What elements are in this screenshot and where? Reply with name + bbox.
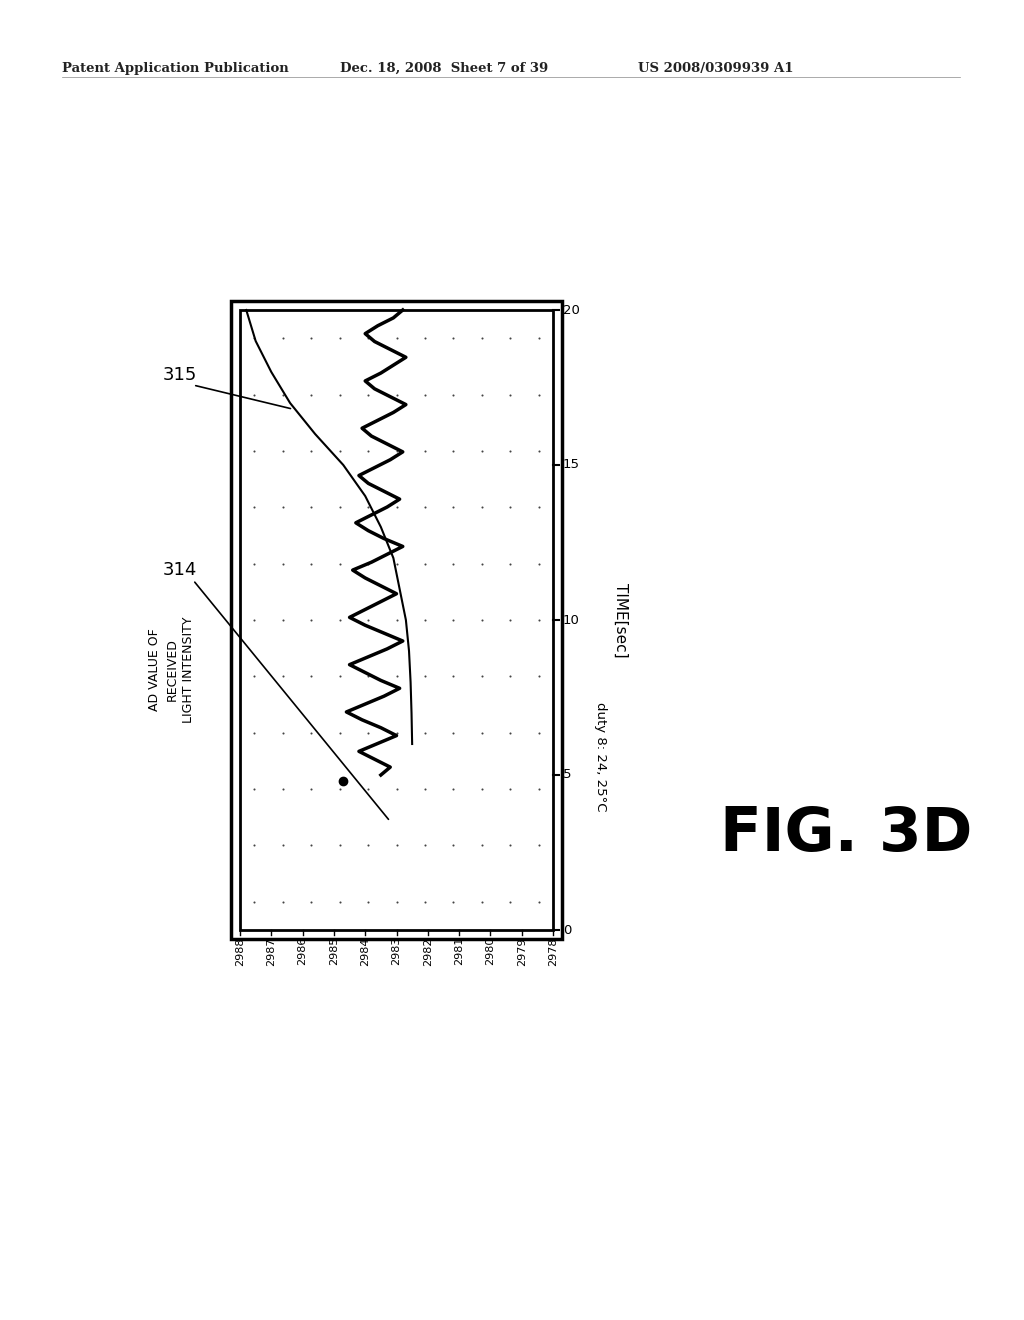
Text: Dec. 18, 2008  Sheet 7 of 39: Dec. 18, 2008 Sheet 7 of 39 — [340, 62, 548, 75]
Text: AD VALUE OF
RECEIVED
LIGHT INTENSITY: AD VALUE OF RECEIVED LIGHT INTENSITY — [148, 616, 196, 723]
Text: 2986: 2986 — [298, 937, 307, 965]
Text: 2983: 2983 — [391, 937, 401, 965]
Text: Patent Application Publication: Patent Application Publication — [62, 62, 289, 75]
Text: 15: 15 — [563, 458, 580, 471]
Text: 20: 20 — [563, 304, 580, 317]
Text: FIG. 3D: FIG. 3D — [720, 805, 973, 865]
Text: US 2008/0309939 A1: US 2008/0309939 A1 — [638, 62, 794, 75]
Text: 2981: 2981 — [454, 937, 464, 965]
Text: 2988: 2988 — [234, 937, 245, 965]
Bar — [240, 310, 553, 931]
Bar — [231, 301, 562, 939]
Text: 2979: 2979 — [517, 937, 526, 965]
Text: 2985: 2985 — [329, 937, 339, 965]
Text: 315: 315 — [163, 366, 198, 384]
Text: 10: 10 — [563, 614, 580, 627]
Text: 2980: 2980 — [485, 937, 496, 965]
Text: 2978: 2978 — [548, 937, 558, 965]
Text: TIME[sec]: TIME[sec] — [613, 582, 629, 657]
Text: 314: 314 — [163, 561, 198, 579]
Text: 2987: 2987 — [266, 937, 276, 965]
Text: duty 8: 24, 25°C: duty 8: 24, 25°C — [595, 702, 607, 812]
Text: 2984: 2984 — [360, 937, 371, 965]
Text: 5: 5 — [563, 768, 571, 781]
Text: 0: 0 — [563, 924, 571, 936]
Text: 2982: 2982 — [423, 937, 433, 965]
